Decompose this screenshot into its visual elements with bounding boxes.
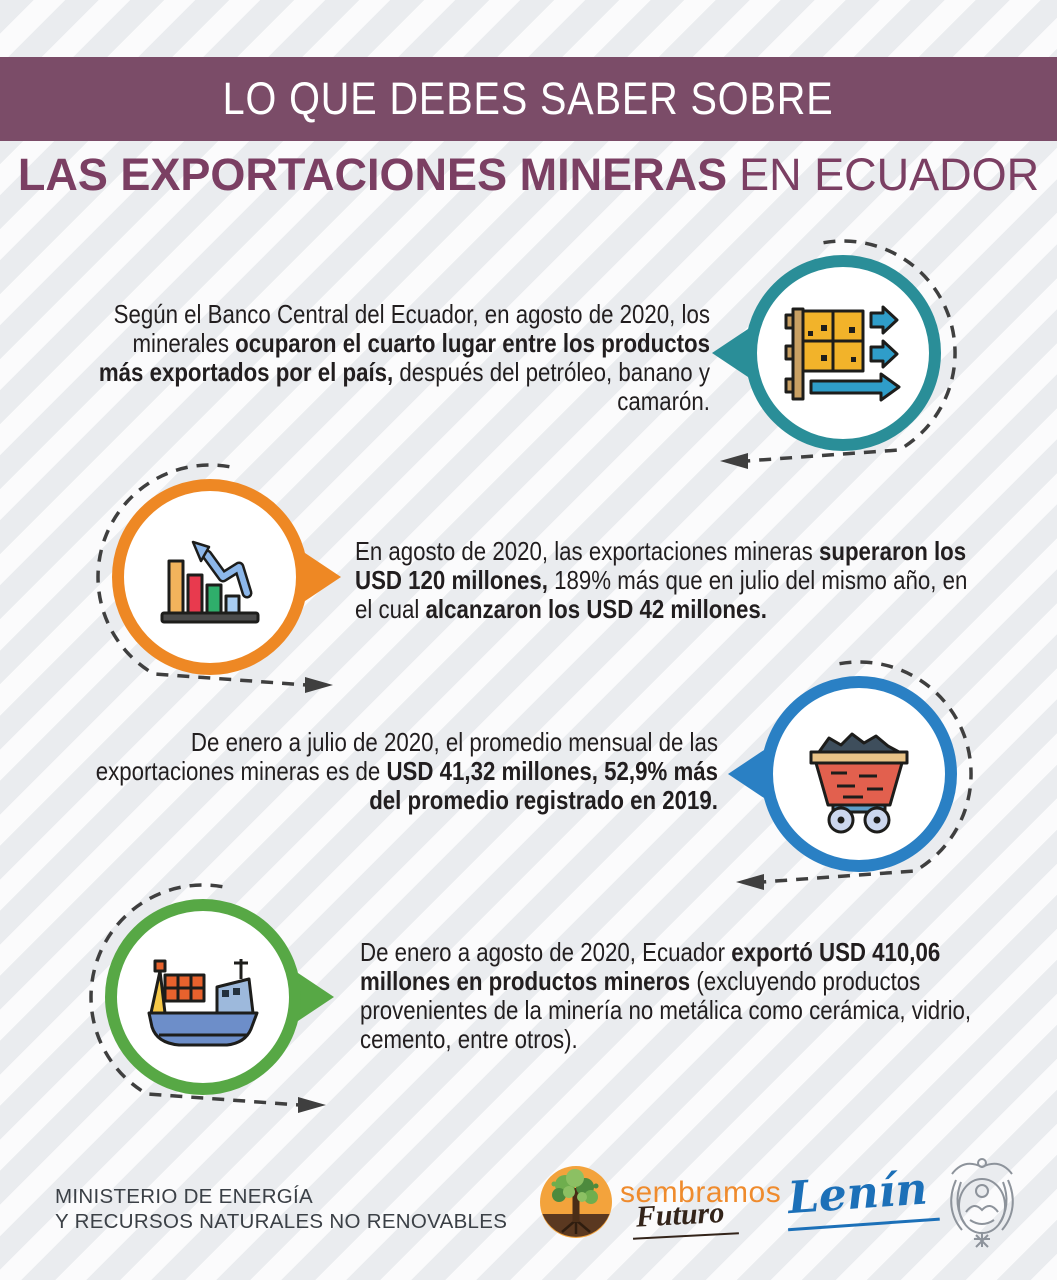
mine-cart-icon	[809, 732, 909, 834]
futuro-wordmark: Futuro	[631, 1195, 740, 1240]
dashed-flow-arc	[745, 239, 957, 463]
stat-paragraph-ranking: Según el Banco Central del Ecuador, en a…	[98, 299, 710, 416]
banner-kicker: LO QUE DEBES SABER SOBRE	[223, 73, 834, 124]
dashed-flow-arc	[89, 883, 301, 1107]
stat-paragraph-monthly-average: De enero a julio de 2020, el promedio me…	[95, 727, 718, 815]
flow-arrowhead-right	[298, 1097, 326, 1113]
bubble-pointer	[292, 969, 334, 1025]
stat-paragraph-year-total: De enero a agosto de 2020, Ecuador expor…	[360, 937, 972, 1054]
warehouse-export-icon	[784, 305, 901, 402]
page-title: LAS EXPORTACIONES MINERAS EN ECUADOR	[0, 149, 1057, 201]
dashed-flow-arc	[96, 463, 308, 687]
ministry-name: MINISTERIO DE ENERGÍA Y RECURSOS NATURAL…	[55, 1184, 507, 1234]
bubble-pointer	[299, 549, 341, 605]
bubble-pointer	[728, 746, 770, 802]
bubble-ring	[112, 479, 308, 675]
bubble-ranking	[712, 239, 957, 469]
ministry-line-2: Y RECURSOS NATURALES NO RENOVABLES	[55, 1210, 508, 1233]
ministry-line-1: MINISTERIO DE ENERGÍA	[55, 1185, 314, 1208]
stat-paragraph-august-record: En agosto de 2020, las exportaciones min…	[355, 536, 968, 624]
sembramos-wordmark: sembramos	[620, 1176, 782, 1209]
bubble-year-total	[89, 883, 334, 1113]
flow-arrowhead-left	[720, 453, 748, 469]
bubble-august-record	[96, 463, 341, 693]
bubble-monthly-average	[728, 660, 973, 890]
lenin-signature: Lenín	[784, 1162, 940, 1232]
sembramos-futuro-logo	[540, 1166, 612, 1238]
flow-arrowhead-left	[736, 874, 764, 890]
flow-arrowhead-right	[305, 677, 333, 693]
dashed-flow-arc	[761, 660, 973, 884]
header-banner: LO QUE DEBES SABER SOBRE	[0, 57, 1057, 141]
ecuador-coat-of-arms-icon	[950, 1158, 1014, 1248]
bar-chart-growth-icon	[160, 540, 260, 624]
page-title-regular: EN ECUADOR	[739, 149, 1040, 200]
cargo-ship-icon	[147, 959, 259, 1047]
bubble-pointer	[712, 325, 754, 381]
page-title-bold: LAS EXPORTACIONES MINERAS	[17, 149, 728, 200]
